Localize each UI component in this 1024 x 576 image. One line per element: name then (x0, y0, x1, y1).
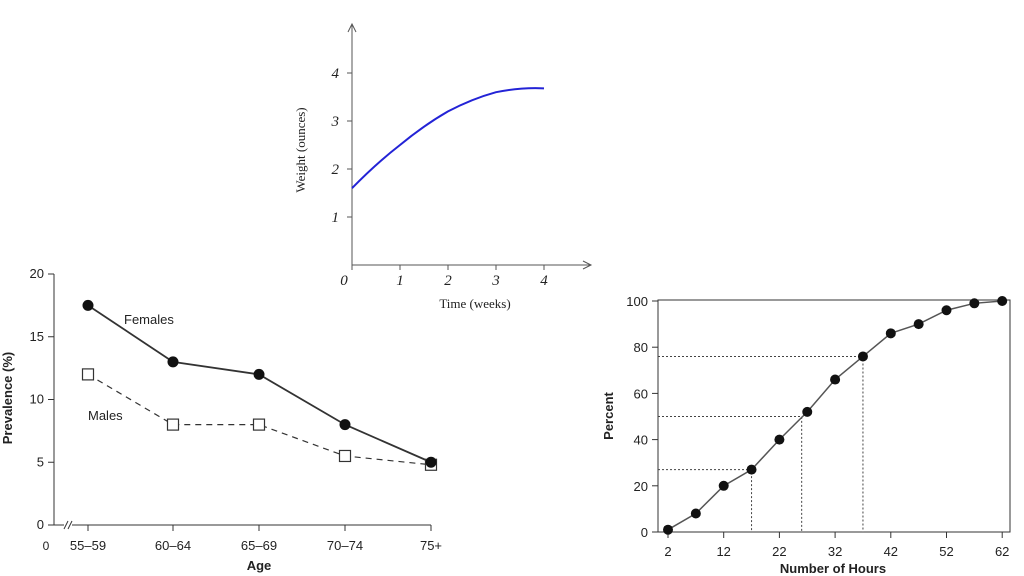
weight-y-ticks: 1 2 3 4 (331, 66, 352, 226)
males-point (81, 368, 95, 381)
prevalence-axis-break-1 (63, 520, 69, 530)
weight-x-tick-label: 4 (540, 273, 548, 289)
hours-point (663, 524, 673, 535)
females-series-line (87, 304, 432, 464)
weight-y-axis (347, 22, 357, 265)
prevalence-x-tick-label: 55–59 (70, 538, 106, 553)
prevalence-x-origin-label: 0 (43, 539, 50, 553)
hours-y-tick-label: 80 (634, 340, 648, 355)
prevalence-series (81, 299, 438, 471)
hours-x-tick-label: 62 (995, 544, 1009, 559)
weight-x-ticks: 0 1 2 3 4 (340, 265, 548, 289)
males-point (338, 449, 352, 463)
females-series-label: Females (124, 312, 174, 327)
hours-point (885, 328, 896, 339)
hours-point (746, 464, 757, 475)
hours-series (663, 296, 1008, 535)
prevalence-axis-break-2 (67, 520, 73, 530)
prevalence-y-tick-label: 5 (37, 454, 44, 469)
hours-y-tick-label: 100 (626, 294, 648, 309)
females-point (253, 368, 265, 380)
hours-reference-line (658, 469, 753, 532)
prevalence-y-tick-label: 0 (37, 517, 44, 532)
females-point (82, 299, 94, 311)
hours-y-label: Percent (601, 391, 616, 439)
hours-y-tick-label: 0 (641, 525, 648, 540)
prevalence-y-ticks: 0 5 10 15 20 (30, 266, 54, 532)
hours-x-ticks: 2 12 22 32 42 52 62 (664, 532, 1009, 559)
hours-y-tick-label: 60 (634, 386, 648, 401)
hours-x-tick-label: 42 (884, 544, 898, 559)
weight-x-tick-label: 0 (340, 273, 348, 289)
prevalence-y-tick-label: 10 (30, 392, 44, 407)
hours-x-label: Number of Hours (780, 561, 886, 576)
males-point (166, 418, 180, 431)
hours-point (857, 351, 868, 362)
weight-x-tick-label: 2 (444, 273, 452, 289)
prevalence-y-label: Prevalence (%) (0, 352, 15, 445)
hours-reference-line (658, 416, 803, 532)
prevalence-x-tick-label: 65–69 (241, 538, 277, 553)
females-point (425, 456, 437, 468)
females-point (339, 419, 351, 431)
weight-y-tick-label: 3 (331, 114, 340, 130)
weight-series-line (351, 87, 545, 189)
hours-point (997, 296, 1008, 306)
hours-x-tick-label: 2 (664, 544, 671, 559)
prevalence-y-tick-label: 20 (30, 266, 44, 281)
hours-y-tick-label: 20 (634, 479, 648, 494)
weight-x-label: Time (weeks) (439, 296, 510, 311)
males-series-label: Males (88, 408, 123, 423)
hours-point (690, 508, 701, 519)
hours-series-line (667, 300, 1003, 531)
hours-point (969, 298, 980, 309)
hours-x-tick-label: 22 (772, 544, 786, 559)
hours-point (913, 319, 924, 330)
hours-point (830, 374, 841, 385)
hours-y-tick-label: 40 (634, 433, 648, 448)
weight-y-tick-label: 4 (332, 66, 340, 82)
hours-x-tick-label: 52 (939, 544, 953, 559)
weight-y-tick-label: 2 (332, 162, 340, 178)
weight-series (351, 87, 545, 189)
prevalence-x-tick-label: 70–74 (327, 538, 363, 553)
hours-point (774, 434, 785, 445)
hours-y-ticks: 0 20 40 60 80 100 (626, 294, 658, 540)
prevalence-x-label: Age (247, 558, 272, 573)
hours-x-tick-label: 32 (828, 544, 842, 559)
hours-chart: 0 20 40 60 80 100 2 12 22 32 42 52 62 Number of Hou… (601, 294, 1011, 576)
males-point (252, 418, 266, 431)
prevalence-y-tick-label: 15 (30, 329, 44, 344)
hours-point (718, 480, 729, 491)
prevalence-x-tick-label: 60–64 (155, 538, 191, 553)
weight-x-tick-label: 3 (491, 273, 500, 289)
weight-y-axis-arrow (347, 22, 357, 33)
hours-x-tick-label: 12 (716, 544, 730, 559)
females-point (167, 356, 179, 368)
weight-chart: 0 1 2 3 4 1 2 3 4 Time (weeks) Weight (ounces) (293, 22, 593, 311)
weight-x-axis-arrow (582, 260, 593, 270)
weight-x-tick-label: 1 (396, 273, 404, 289)
prevalence-x-tick-label: 75+ (420, 538, 442, 553)
hours-point (941, 305, 952, 316)
weight-x-axis (352, 260, 593, 270)
prevalence-axes (53, 274, 431, 530)
hours-point (802, 406, 813, 417)
weight-y-label: Weight (ounces) (293, 107, 308, 192)
prevalence-x-ticks: 55–59 60–64 65–69 70–74 75+ (70, 525, 442, 553)
weight-y-tick-label: 1 (332, 210, 340, 226)
